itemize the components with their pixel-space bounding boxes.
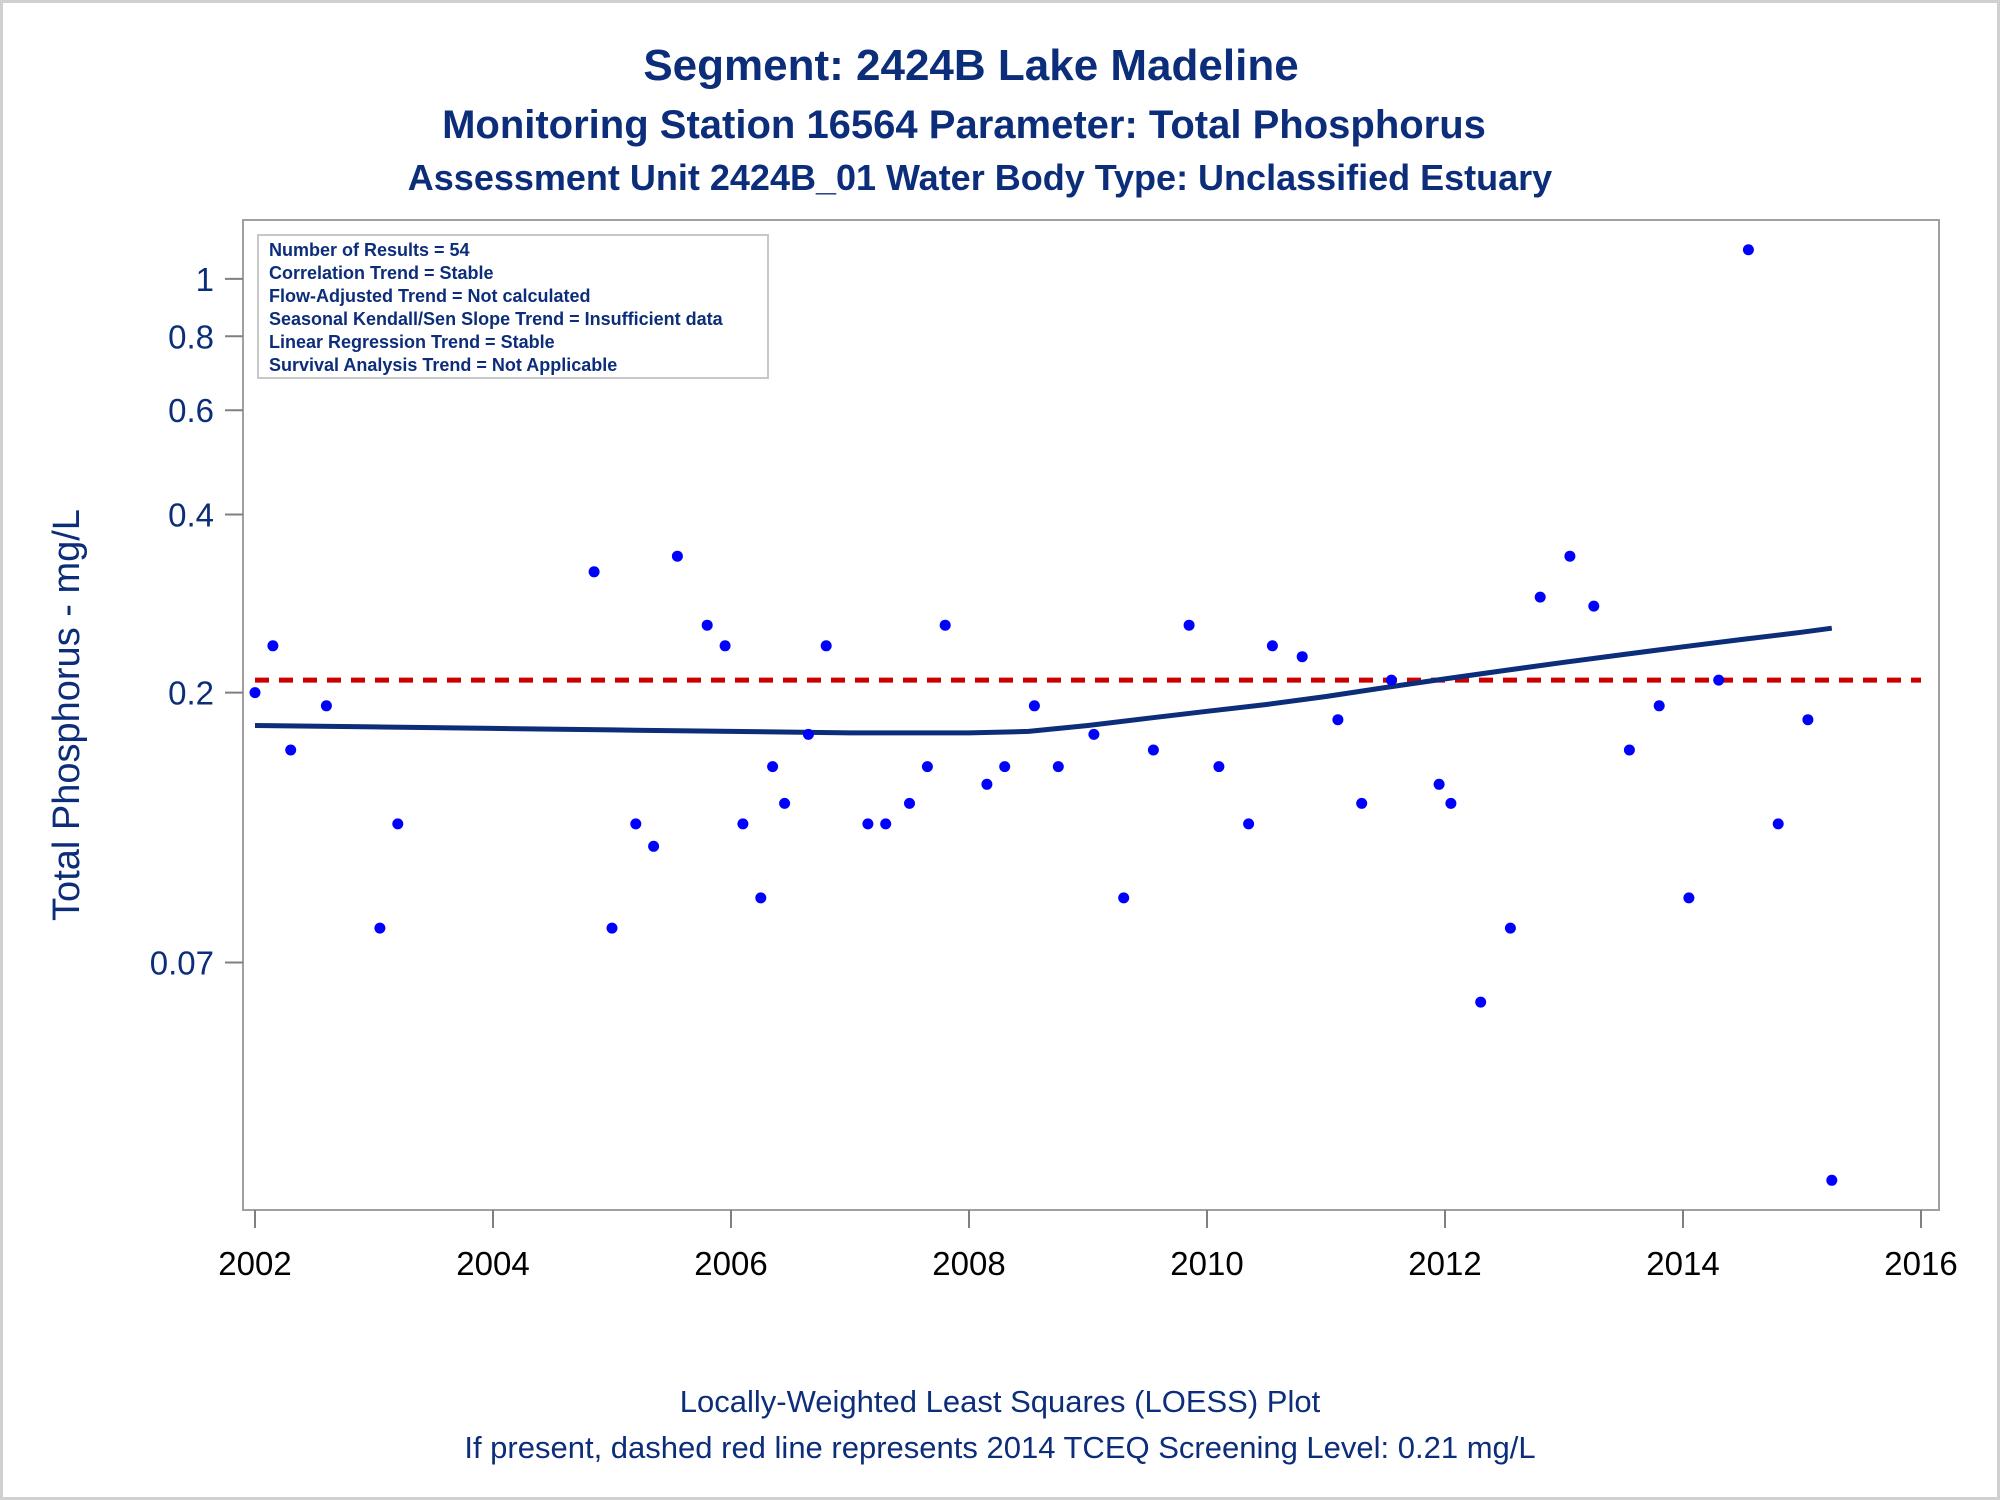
data-point (779, 797, 791, 809)
data-point (1504, 922, 1516, 934)
data-point (1683, 892, 1695, 904)
plot-area (242, 219, 1940, 1211)
data-point (671, 550, 683, 562)
y-tick-label: 1 (196, 261, 214, 298)
x-tick-label: 2006 (694, 1245, 767, 1282)
stats-box: Number of Results = 54 Correlation Trend… (257, 234, 769, 379)
data-point (820, 640, 832, 652)
x-tick-label: 2002 (218, 1245, 291, 1282)
data-point (1296, 651, 1308, 663)
data-point (1385, 674, 1397, 686)
data-point (630, 818, 642, 830)
data-point (267, 640, 279, 652)
data-point (1052, 761, 1064, 773)
chart-subtitle: Monitoring Station 16564 Parameter: Tota… (442, 103, 1486, 147)
y-tick-label: 0.2 (168, 675, 214, 712)
x-tick-label: 2012 (1408, 1245, 1481, 1282)
data-point (249, 687, 261, 699)
data-point (1332, 714, 1344, 726)
stats-line: Seasonal Kendall/Sen Slope Trend = Insuf… (269, 309, 724, 329)
y-tick-label: 0.8 (168, 318, 214, 355)
x-tick-label: 2014 (1646, 1245, 1719, 1282)
data-point (606, 922, 618, 934)
data-point (719, 640, 731, 652)
y-tick-label: 0.4 (168, 496, 214, 533)
data-point (1475, 996, 1487, 1008)
loess-group (254, 625, 1833, 736)
x-tick-label: 2010 (1170, 1245, 1243, 1282)
data-point (1147, 744, 1159, 756)
data-point (1653, 700, 1665, 712)
data-point (320, 700, 332, 712)
data-point (1623, 744, 1635, 756)
chart-subtitle-2: Assessment Unit 2424B_01 Water Body Type… (408, 157, 1552, 198)
data-point (1713, 674, 1725, 686)
data-point (767, 761, 779, 773)
chart-title: Segment: 2424B Lake Madeline (643, 41, 1298, 90)
data-point (1088, 728, 1100, 740)
data-point (1213, 761, 1225, 773)
data-point (802, 728, 814, 740)
points-group (249, 244, 1838, 1186)
footer-line-1: Locally-Weighted Least Squares (LOESS) P… (680, 1384, 1321, 1419)
data-point (1802, 714, 1814, 726)
data-point (1028, 700, 1040, 712)
data-point (648, 840, 660, 852)
y-axis-label: Total Phosphorus - mg/L (46, 509, 88, 921)
data-point (999, 761, 1011, 773)
data-point (737, 818, 749, 830)
data-point (1118, 892, 1130, 904)
x-tick-label: 2016 (1884, 1245, 1957, 1282)
data-point (1826, 1174, 1838, 1186)
data-point (1243, 818, 1255, 830)
data-point (285, 744, 297, 756)
stats-line: Survival Analysis Trend = Not Applicable (269, 355, 617, 375)
data-point (862, 818, 874, 830)
footer-line-2: If present, dashed red line represents 2… (464, 1430, 1535, 1465)
data-point (392, 818, 404, 830)
data-point (1433, 778, 1445, 790)
data-point (755, 892, 767, 904)
y-axis: 1 0.8 0.6 0.4 0.2 0.07 (150, 261, 243, 981)
data-point (588, 566, 600, 578)
stats-line: Flow-Adjusted Trend = Not calculated (269, 286, 591, 306)
data-point (1356, 797, 1368, 809)
data-point (921, 761, 933, 773)
stats-line: Correlation Trend = Stable (269, 263, 494, 283)
x-tick-label: 2008 (932, 1245, 1005, 1282)
data-point (1772, 818, 1784, 830)
stats-line: Linear Regression Trend = Stable (269, 332, 555, 352)
data-point (1588, 600, 1600, 612)
stats-box-border (257, 234, 769, 379)
data-point (880, 818, 892, 830)
data-point (1445, 797, 1457, 809)
data-point (1183, 619, 1195, 631)
data-point (374, 922, 386, 934)
data-point (1742, 244, 1754, 256)
data-point (981, 778, 993, 790)
y-tick-label: 0.07 (150, 944, 214, 981)
x-tick-label: 2004 (456, 1245, 529, 1282)
x-axis: 2002 2004 2006 2008 2010 2012 2014 2016 (218, 1210, 1958, 1282)
data-point (1266, 640, 1278, 652)
data-point (1564, 550, 1576, 562)
data-point (904, 797, 915, 809)
data-point (701, 619, 713, 631)
data-point (939, 619, 951, 631)
y-tick-label: 0.6 (168, 392, 214, 429)
stats-line: Number of Results = 54 (269, 240, 470, 260)
loess-line (254, 625, 1833, 736)
data-point (1534, 591, 1546, 603)
